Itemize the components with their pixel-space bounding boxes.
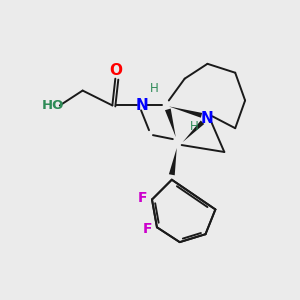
Text: N: N [136, 98, 148, 113]
Polygon shape [169, 106, 202, 118]
Text: H: H [150, 82, 158, 95]
Text: N: N [201, 111, 214, 126]
Text: F: F [137, 190, 147, 205]
Polygon shape [165, 109, 176, 137]
Text: HO: HO [42, 99, 64, 112]
Polygon shape [169, 148, 177, 175]
Polygon shape [183, 121, 204, 142]
Text: H: H [190, 120, 199, 133]
Text: O: O [109, 63, 122, 78]
Text: F: F [142, 222, 152, 236]
